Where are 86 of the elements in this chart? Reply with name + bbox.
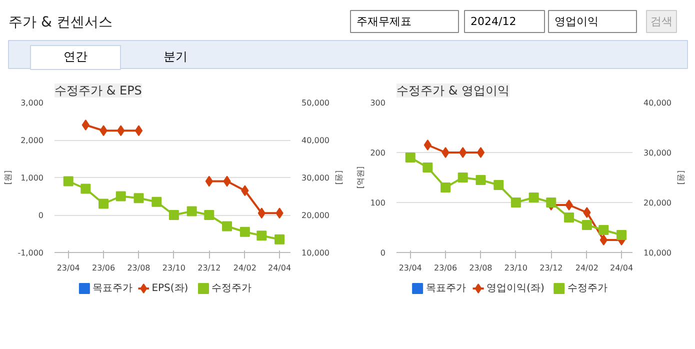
text: 영업이익 — [554, 15, 598, 28]
point — [222, 221, 232, 232]
y-tick-label: 1,000 — [20, 174, 44, 182]
text: 2024/12 — [470, 15, 516, 28]
point — [459, 147, 467, 158]
chart-title: 수정주가 & 영업이익 — [396, 84, 510, 98]
point — [82, 120, 90, 130]
text: 분기 — [164, 50, 188, 64]
point — [440, 182, 451, 192]
point — [186, 206, 197, 216]
point — [116, 191, 126, 202]
y-tick-label: 0 — [38, 211, 44, 220]
point — [405, 152, 416, 162]
text: 검색 — [650, 15, 672, 28]
y2-axis-title: [원] — [334, 170, 344, 185]
legend-label: 영업이익(좌) — [486, 283, 545, 294]
legend-label: 목표주가 — [92, 283, 133, 294]
y2-axis-title: [원] — [676, 170, 686, 185]
y2-tick-label: 40,000 — [302, 136, 330, 145]
x-tick-label: 24/04 — [268, 264, 292, 272]
y2-tick-label: 30,000 — [302, 174, 330, 182]
x-tick-label: 24/02 — [575, 264, 598, 272]
point — [600, 234, 608, 246]
legend-label: 목표주가 — [426, 283, 466, 294]
y-axis-title: [억원] — [356, 166, 366, 189]
text: 주재무제표 — [356, 15, 412, 28]
point — [63, 176, 74, 186]
point — [564, 212, 574, 222]
y-tick-label: -1,000 — [18, 248, 44, 258]
x-tick-label: 23/06 — [92, 264, 116, 272]
y2-tick-label: 10,000 — [644, 248, 672, 258]
chart-title: 수정주가 & EPS — [54, 84, 142, 98]
point — [565, 200, 573, 210]
y-tick-label: 100 — [370, 198, 386, 208]
point — [256, 230, 267, 241]
y-tick-label: 300 — [370, 98, 386, 108]
y-tick-label: 2,000 — [20, 136, 44, 145]
y2-tick-label: 20,000 — [302, 211, 330, 220]
point — [424, 140, 432, 150]
point — [598, 225, 609, 235]
point — [274, 234, 285, 244]
x-tick-label: 23/06 — [434, 264, 458, 272]
point — [510, 198, 521, 208]
x-tick-label: 23/04 — [398, 264, 422, 272]
point — [476, 175, 486, 185]
y2-tick-label: 10,000 — [302, 248, 330, 258]
point — [240, 226, 250, 237]
point — [204, 210, 214, 220]
x-tick-label: 24/04 — [610, 264, 634, 272]
text: 주가 & 컨센서스 — [8, 14, 112, 30]
y-tick-label: 0 — [380, 248, 386, 258]
point — [168, 210, 179, 220]
point — [80, 184, 91, 194]
point — [98, 198, 109, 209]
point — [134, 125, 143, 136]
point — [152, 196, 162, 207]
point — [134, 193, 144, 204]
y2-tick-label: 40,000 — [644, 98, 672, 108]
point — [458, 172, 468, 182]
x-tick-label: 23/10 — [504, 264, 528, 272]
x-tick-label: 23/12 — [540, 264, 563, 272]
point — [583, 207, 591, 218]
point — [494, 180, 504, 190]
y-tick-label: 200 — [370, 148, 386, 158]
y2-tick-label: 30,000 — [644, 148, 672, 158]
point — [528, 192, 539, 202]
y-tick-label: 3,000 — [20, 98, 44, 108]
legend-label: 수정주가 — [212, 283, 252, 294]
x-tick-label: 23/12 — [198, 264, 221, 272]
y2-tick-label: 50,000 — [302, 98, 330, 108]
point — [476, 147, 485, 158]
text: 연간 — [64, 50, 88, 64]
x-tick-label: 23/08 — [469, 264, 492, 272]
point — [616, 230, 627, 240]
x-tick-label: 23/10 — [162, 264, 186, 272]
x-tick-label: 23/08 — [127, 264, 150, 272]
x-tick-label: 23/04 — [56, 264, 80, 272]
point — [422, 162, 433, 172]
point — [442, 147, 450, 158]
legend-label: EPS(좌) — [152, 283, 188, 294]
legend-label: 수정주가 — [567, 283, 608, 294]
y2-tick-label: 20,000 — [644, 198, 672, 208]
y-axis-title: [원] — [4, 170, 13, 185]
x-tick-label: 24/02 — [233, 264, 256, 272]
point — [546, 198, 556, 208]
point — [582, 220, 592, 230]
